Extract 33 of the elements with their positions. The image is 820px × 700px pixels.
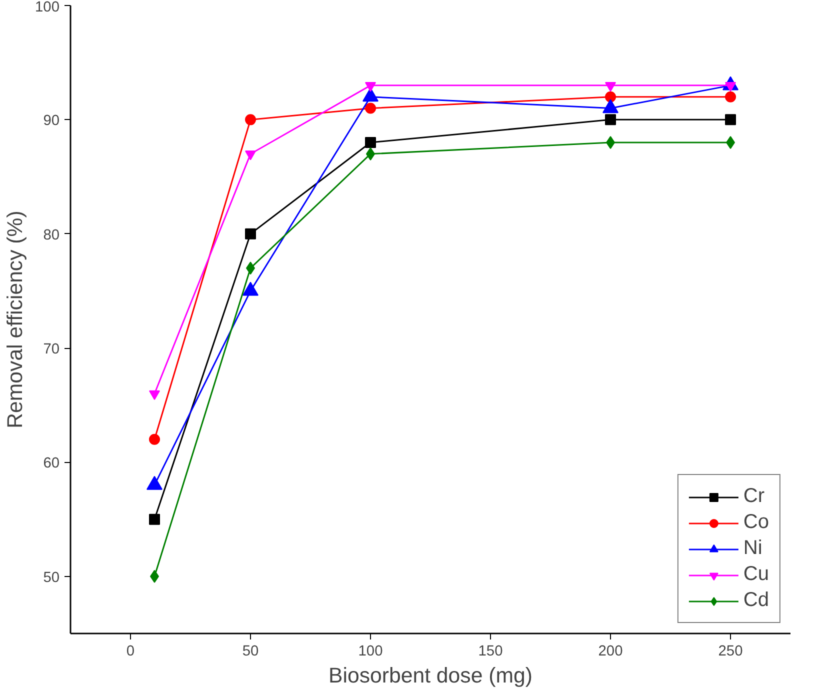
- point: [245, 114, 256, 126]
- point: [365, 82, 376, 92]
- legend-label: Cr: [743, 485, 765, 508]
- y-tick-label: 80: [43, 227, 60, 244]
- point: [725, 114, 736, 126]
- point: [605, 82, 616, 92]
- x-tick-label: 200: [598, 644, 623, 660]
- point: [245, 150, 256, 160]
- y-tick-label: 70: [43, 342, 60, 358]
- x-axis-title: Biosorbent dose (mg): [328, 664, 532, 688]
- point: [149, 390, 160, 400]
- point: [149, 434, 160, 445]
- y-tick-label: 60: [43, 456, 60, 472]
- point: [245, 228, 256, 240]
- x-tick-label: 0: [126, 644, 135, 660]
- y-tick-label: 100: [35, 0, 60, 16]
- point: [149, 514, 160, 525]
- point: [365, 102, 376, 114]
- y-tick-label: 50: [43, 570, 60, 586]
- point: [605, 114, 616, 126]
- y-tick-label: 90: [43, 113, 60, 130]
- y-axis-title: Removal efficiency (%): [3, 210, 28, 428]
- x-tick-label: 150: [478, 644, 503, 660]
- legend-label: Cu: [743, 563, 769, 586]
- legend-label: Cd: [743, 589, 769, 612]
- legend-label: Co: [743, 511, 769, 534]
- point: [605, 91, 616, 102]
- x-tick-label: 100: [358, 644, 383, 660]
- legend-label: Ni: [743, 537, 764, 560]
- point: [365, 137, 376, 148]
- point: [725, 91, 736, 102]
- x-tick-label: 50: [242, 644, 259, 660]
- x-tick-label: 250: [718, 644, 743, 660]
